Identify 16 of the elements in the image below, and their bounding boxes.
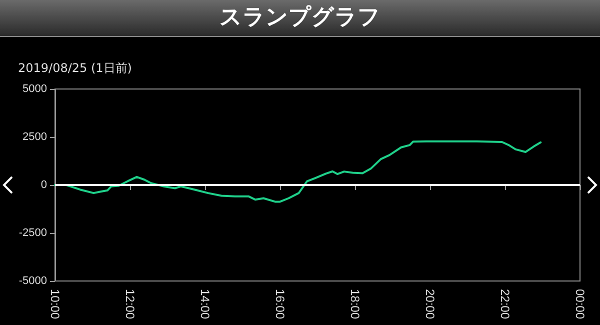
y-tick-label: -2500: [18, 227, 47, 239]
x-tick-label: 22:00: [498, 289, 512, 320]
x-tick-label: 20:00: [423, 289, 437, 320]
y-tick-label: 0: [40, 179, 47, 191]
x-tick-label: 10:00: [48, 289, 62, 320]
y-tick-label: -5000: [18, 275, 47, 287]
x-tick-label: 16:00: [273, 289, 287, 320]
x-tick-label: 12:00: [123, 289, 137, 320]
x-tick-label: 18:00: [348, 289, 362, 320]
chart-title: スランプグラフ: [0, 0, 600, 37]
chart-subtitle: 2019/08/25 (1日前): [18, 60, 132, 77]
x-tick-label: 14:00: [198, 289, 212, 320]
line-series: [54, 140, 542, 203]
y-tick-label: 2500: [22, 131, 47, 143]
x-tick-label: 00:00: [573, 289, 587, 320]
y-tick-label: 5000: [22, 83, 47, 95]
